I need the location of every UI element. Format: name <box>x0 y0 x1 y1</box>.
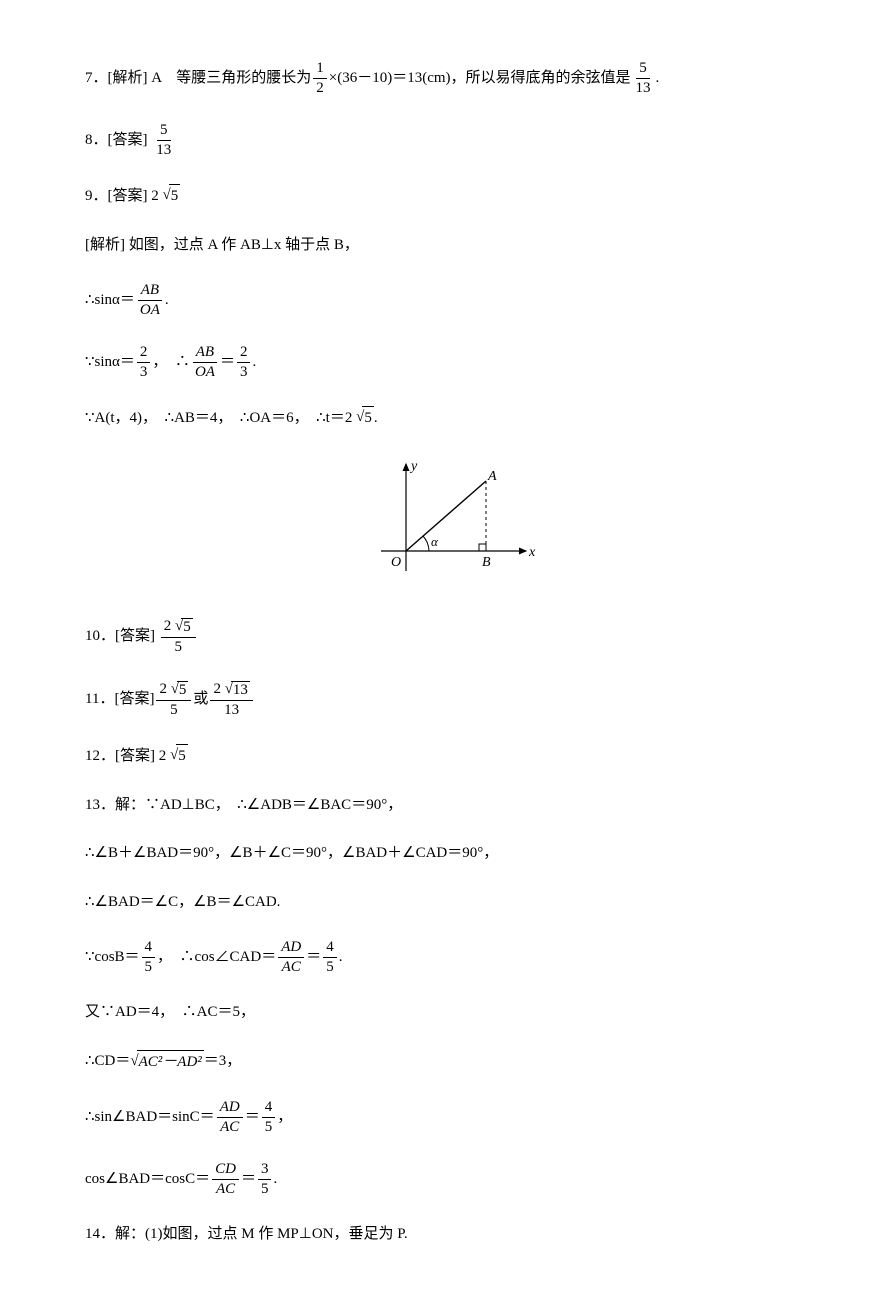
fraction-3-5: 3 5 <box>258 1161 272 1197</box>
fraction-ab-oa: AB OA <box>137 282 163 318</box>
label-O: O <box>391 555 401 570</box>
q9-line3: ∵A(t，4)， ∴AB＝4， ∴OA＝6， ∴t＝2 √ 5 . <box>85 406 807 430</box>
fraction-ab-oa2: AB OA <box>192 344 218 380</box>
fraction-cd-ac: CD AC <box>212 1161 239 1197</box>
sqrt-ac2-ad2: √ AC²－AD² <box>130 1050 203 1074</box>
label-x: x <box>528 545 536 560</box>
fraction-4-5c: 4 5 <box>262 1099 276 1135</box>
q9-sinline1: ∴sinα＝ AB OA . <box>85 282 807 318</box>
label-B: B <box>482 555 491 570</box>
fraction-4-5a: 4 5 <box>142 939 156 975</box>
xy-axes-svg: y x A B O α <box>351 456 541 586</box>
q13-l1: 13．解：∵AD⊥BC， ∴∠ADB＝∠BAC＝90°， <box>85 794 807 817</box>
fraction-2-3a: 2 3 <box>137 344 151 380</box>
fraction-5-13: 5 13 <box>633 60 654 96</box>
sqrt-5c: √ 5 <box>170 744 188 768</box>
fraction-ad-ac: AD AC <box>278 939 304 975</box>
q9-sinline2: ∵sinα＝ 2 3 ， ∴ AB OA ＝ 2 3 . <box>85 344 807 380</box>
fraction-4-5b: 4 5 <box>323 939 337 975</box>
q7-mid: ×(36－10)＝13(cm)，所以易得底角的余弦值是 <box>329 67 631 90</box>
coordinate-diagram: y x A B O α <box>85 456 807 594</box>
label-A: A <box>487 469 497 484</box>
question-12: 12．[答案] 2 √ 5 <box>85 744 807 768</box>
q9-prefix: 9．[答案] 2 <box>85 185 159 208</box>
q13-l6: ∴CD＝ √ AC²－AD² ＝3， <box>85 1050 807 1074</box>
q13-l8: cos∠BAD＝cosC＝ CD AC ＝ 3 5 . <box>85 1161 807 1197</box>
label-alpha: α <box>431 534 439 549</box>
question-10: 10．[答案] 2 √5 5 <box>85 618 807 655</box>
q7-prefix: 7．[解析] A 等腰三角形的腰长为 <box>85 67 311 90</box>
question-8: 8．[答案] 5 13 <box>85 122 807 158</box>
q13-l5: 又∵AD＝4， ∴AC＝5， <box>85 1001 807 1024</box>
fraction-5-13b: 5 13 <box>153 122 174 158</box>
q9-analysis: [解析] 如图，过点 A 作 AB⊥x 轴于点 B， <box>85 234 807 257</box>
sqrt-5b: √ 5 <box>356 406 374 430</box>
question-11: 11．[答案] 2 √5 5 或 2 √13 13 <box>85 681 807 718</box>
q13-l3: ∴∠BAD＝∠C，∠B＝∠CAD. <box>85 891 807 914</box>
q13-l2: ∴∠B＋∠BAD＝90°，∠B＋∠C＝90°，∠BAD＋∠CAD＝90°， <box>85 842 807 865</box>
fraction-ad-ac2: AD AC <box>217 1099 243 1135</box>
q7-tail: . <box>656 67 660 90</box>
q13-l7: ∴sin∠BAD＝sinC＝ AD AC ＝ 4 5 ， <box>85 1099 807 1135</box>
question-7: 7．[解析] A 等腰三角形的腰长为 1 2 ×(36－10)＝13(cm)，所… <box>85 60 807 96</box>
fraction-2sqrt13-13: 2 √13 13 <box>210 681 252 718</box>
fraction-2sqrt5-5b: 2 √5 5 <box>156 681 191 718</box>
fraction-2-3b: 2 3 <box>237 344 251 380</box>
q8-prefix: 8．[答案] <box>85 129 148 152</box>
question-9: 9．[答案] 2 √ 5 <box>85 184 807 208</box>
q13-l4: ∵cosB＝ 4 5 ， ∴cos∠CAD＝ AD AC ＝ 4 5 . <box>85 939 807 975</box>
fraction-half: 1 2 <box>313 60 327 96</box>
label-y: y <box>409 459 418 474</box>
sqrt-5: √ 5 <box>163 184 181 208</box>
question-14: 14．解：(1)如图，过点 M 作 MP⊥ON，垂足为 P. <box>85 1223 807 1246</box>
fraction-2sqrt5-5: 2 √5 5 <box>161 618 196 655</box>
